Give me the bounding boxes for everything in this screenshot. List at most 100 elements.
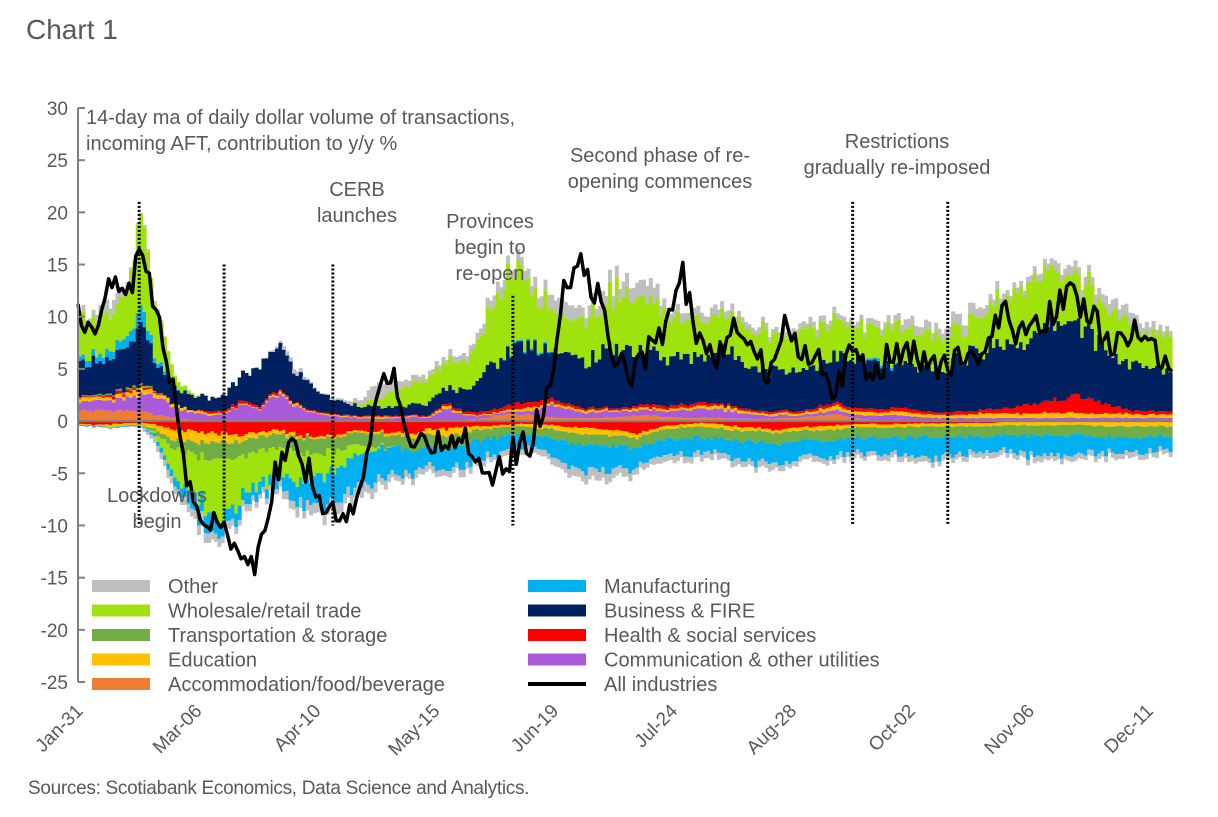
bar-segment <box>652 443 657 458</box>
bar-segment <box>839 319 844 351</box>
bar-segment <box>835 409 840 415</box>
bar-segment <box>856 426 861 436</box>
bar-segment <box>343 400 348 403</box>
bar-segment <box>1110 413 1115 419</box>
bar-segment <box>692 423 697 427</box>
bar-segment <box>166 398 171 403</box>
bar-segment <box>142 327 147 386</box>
bar-segment <box>658 360 663 405</box>
bar-segment <box>825 460 830 466</box>
bar-segment <box>781 334 786 370</box>
bar-segment <box>937 337 942 370</box>
bar-segment <box>98 409 103 422</box>
bar-segment <box>441 356 446 363</box>
legend-swatch <box>528 629 586 641</box>
bar-segment <box>332 414 337 416</box>
bar-segment <box>743 328 748 368</box>
bar-segment <box>179 498 184 505</box>
bar-segment <box>1080 289 1085 298</box>
bar-segment <box>122 411 127 422</box>
bar-segment <box>485 417 490 422</box>
bar-segment <box>591 411 596 418</box>
bar-segment <box>777 410 782 413</box>
bar-segment <box>190 429 195 441</box>
bar-segment <box>591 427 596 435</box>
bar-segment <box>574 411 579 418</box>
bar-segment <box>791 367 796 413</box>
bar-segment <box>152 300 157 305</box>
bar-segment <box>991 436 996 453</box>
bar-segment <box>400 478 405 485</box>
bar-segment <box>220 411 225 414</box>
bar-segment <box>302 438 307 441</box>
bar-segment <box>237 443 242 457</box>
bar-segment <box>329 399 334 415</box>
bar-segment <box>815 329 820 337</box>
bar-segment <box>1076 424 1081 434</box>
bar-segment <box>828 414 833 422</box>
bar-segment <box>696 402 701 406</box>
bar-segment <box>258 407 263 410</box>
bar-segment <box>292 403 297 405</box>
bar-segment <box>1097 417 1102 421</box>
bar-segment <box>1039 332 1044 403</box>
bar-segment <box>601 429 606 435</box>
bar-segment <box>1070 434 1075 457</box>
bar-segment <box>526 402 531 408</box>
bar-segment <box>326 436 331 449</box>
bar-segment <box>353 416 358 418</box>
bar-segment <box>1053 435 1058 457</box>
bar-segment <box>1083 436 1088 456</box>
bar-segment <box>1029 338 1034 406</box>
bar-segment <box>927 321 932 330</box>
bar-segment <box>771 365 776 413</box>
bar-segment <box>679 421 684 424</box>
bar-segment <box>1025 413 1030 418</box>
bar-segment <box>81 396 86 398</box>
bar-segment <box>1131 422 1136 427</box>
bar-segment <box>832 441 837 460</box>
bar-segment <box>1063 436 1068 455</box>
bar-segment <box>363 415 368 417</box>
bar-segment <box>275 489 280 495</box>
bar-segment <box>648 429 653 434</box>
bar-segment <box>383 383 388 396</box>
bar-segment <box>1070 394 1075 412</box>
bar-segment <box>373 482 378 493</box>
bar-segment <box>876 415 881 421</box>
bar-segment <box>985 450 990 457</box>
bar-segment <box>499 427 504 436</box>
bar-segment <box>516 414 521 422</box>
bar-segment <box>754 428 759 432</box>
bar-segment <box>716 317 721 353</box>
bar-segment <box>699 354 704 403</box>
bar-segment <box>679 451 684 458</box>
bar-segment <box>383 408 388 416</box>
bar-segment <box>913 416 918 421</box>
bar-segment <box>526 338 531 341</box>
bar-segment <box>716 409 721 418</box>
bar-segment <box>1151 413 1156 418</box>
bar-segment <box>247 452 252 493</box>
bar-segment <box>512 414 517 422</box>
bar-segment <box>383 449 388 451</box>
bar-segment <box>951 437 956 458</box>
bar-segment <box>88 395 93 397</box>
bar-segment <box>383 436 388 450</box>
bar-segment <box>115 390 120 395</box>
bar-segment <box>376 448 381 475</box>
bar-segment <box>376 405 381 416</box>
bar-segment <box>771 413 776 417</box>
bar-segment <box>326 393 331 395</box>
bar-segment <box>1138 363 1143 411</box>
bar-segment <box>162 427 167 435</box>
bar-segment <box>393 415 398 417</box>
bar-segment <box>281 430 286 434</box>
bar-segment <box>118 341 123 350</box>
y-tick-label: 20 <box>47 203 68 224</box>
bar-segment <box>145 421 150 424</box>
bar-segment <box>309 382 314 384</box>
bar-segment <box>652 346 657 404</box>
bar-segment <box>879 329 884 336</box>
bar-segment <box>145 429 150 432</box>
